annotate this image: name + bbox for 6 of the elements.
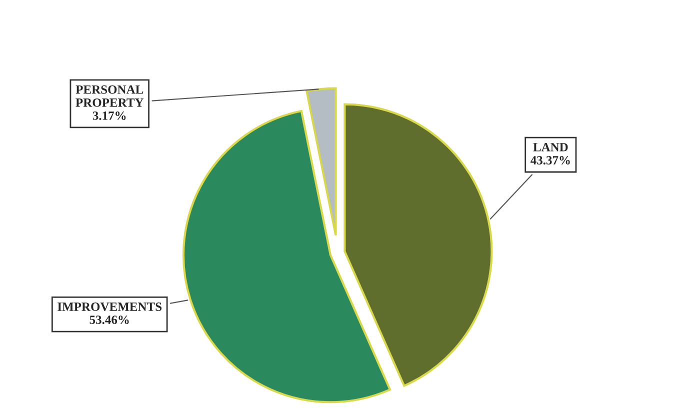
- data-label: 53.46%: [90, 316, 129, 324]
- slice-label: LAND: [533, 143, 568, 152]
- data-label: 43.37%: [530, 156, 570, 165]
- data-label: 3.17%: [92, 111, 126, 120]
- slice-label: IMPROVEMENTS: [58, 302, 162, 312]
- slice-label: PERSONAL PROPERTY: [76, 85, 144, 107]
